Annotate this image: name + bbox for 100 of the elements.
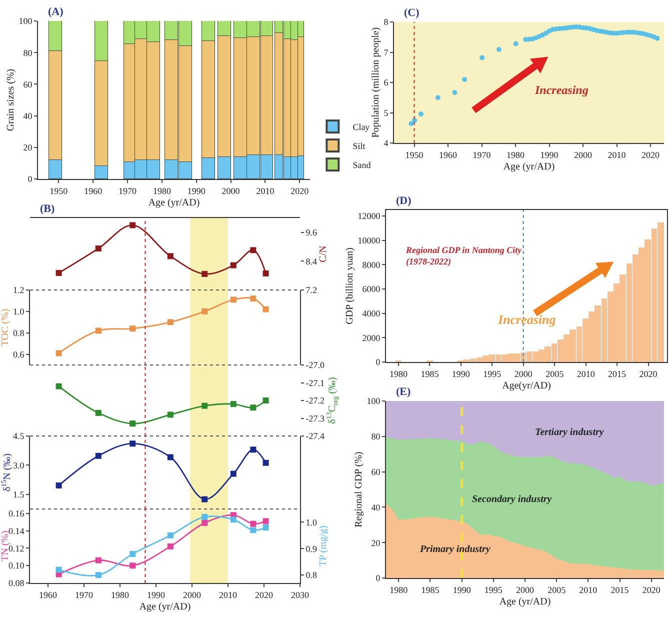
point xyxy=(262,518,269,524)
y-tick-label: 100 xyxy=(18,16,33,26)
y2-tick-label: 1.0 xyxy=(306,517,318,528)
point xyxy=(230,262,236,268)
y-tick-label: 2000 xyxy=(362,332,381,343)
point xyxy=(250,527,256,534)
x-tick-label: 2000 xyxy=(222,186,240,196)
x-tick-label: 1980 xyxy=(111,590,130,600)
y-axis-title: Population (million people) xyxy=(370,27,382,138)
y-tick-label: 0.8 xyxy=(12,328,25,338)
point xyxy=(95,410,102,416)
point xyxy=(167,543,174,550)
x-tick-label: 2005 xyxy=(546,368,564,379)
y-axis-title: GDP (billion yuan) xyxy=(344,248,356,324)
x-tick-label: 2010 xyxy=(219,590,238,600)
x-tick-label: 1970 xyxy=(118,186,138,196)
point xyxy=(95,328,102,334)
x-tick-label: 2020 xyxy=(642,584,661,595)
y-tick-label: 8 xyxy=(384,17,389,28)
x-tick-label: 1960 xyxy=(39,590,58,600)
annotation: Regional GDP in Nantong City (1978-2022) xyxy=(405,245,523,267)
y-tick-label: 0.16 xyxy=(8,508,25,518)
point xyxy=(262,460,269,466)
x-tick-label: 2010 xyxy=(579,584,598,595)
point xyxy=(262,524,269,530)
x-tick-label: 1970 xyxy=(75,590,94,600)
y2-tick-label: 0.8 xyxy=(306,570,318,580)
x-tick-label: 2020 xyxy=(642,150,660,160)
x-tick-label: 1960 xyxy=(439,150,458,160)
point xyxy=(418,111,424,116)
point xyxy=(202,402,208,409)
y-tick-label: 40 xyxy=(23,110,33,121)
point xyxy=(408,121,414,126)
annotation: Increasing xyxy=(497,312,556,327)
x-axis-title: Age (yr/AD) xyxy=(139,601,191,612)
x-tick-label: 1990 xyxy=(452,368,470,379)
y-tick-label: 60 xyxy=(23,79,33,90)
y-tick-label: 4.5 xyxy=(12,431,25,442)
x-tick-label: 2020 xyxy=(290,186,310,196)
point xyxy=(56,270,62,276)
point xyxy=(167,253,174,260)
point xyxy=(230,470,236,477)
point xyxy=(230,401,236,408)
y-tick-label: 0.14 xyxy=(8,526,25,536)
y-tick-label: 80 xyxy=(23,48,33,58)
point xyxy=(480,55,485,60)
y-tick-label: 1.5 xyxy=(12,490,25,500)
series-label: Tertiary industry xyxy=(535,427,604,438)
annotation: Increasing xyxy=(534,83,588,97)
x-tick-label: 2000 xyxy=(574,150,592,160)
point xyxy=(202,496,208,502)
x-tick-label: 2010 xyxy=(256,186,275,196)
y-tick-label: 0.08 xyxy=(8,578,25,588)
x-tick-label: 1980 xyxy=(390,584,408,595)
point xyxy=(250,404,256,411)
point xyxy=(262,398,269,404)
x-axis-title: Age (yr/AD) xyxy=(499,596,551,608)
point xyxy=(202,270,208,277)
series-label: Primary industry xyxy=(420,544,491,555)
y-tick-label: 0 xyxy=(376,573,381,584)
legend-label: Silt xyxy=(352,141,366,152)
y2-tick-label: 9.6 xyxy=(306,228,318,238)
x-tick-label: 2010 xyxy=(576,368,596,379)
x-tick-label: 2000 xyxy=(183,590,202,600)
x-tick-label: 2000 xyxy=(516,584,534,595)
y-tick-label: 20 xyxy=(23,142,33,153)
point xyxy=(496,47,502,52)
y-tick-label: 0.6 xyxy=(12,349,25,360)
y-axis-title: Regional GDP (%) xyxy=(354,452,365,528)
point xyxy=(130,222,136,228)
x-tick-label: 1950 xyxy=(405,150,424,160)
y-tick-label: 5 xyxy=(384,108,389,118)
y-tick-label: 4000 xyxy=(362,308,381,319)
x-tick-label: 2005 xyxy=(548,584,566,595)
y-tick-label: 0.12 xyxy=(8,543,24,554)
y-tick-label: 100 xyxy=(366,396,381,406)
point xyxy=(230,516,236,523)
point xyxy=(56,383,62,390)
x-tick-label: 1995 xyxy=(483,368,502,379)
point xyxy=(202,520,208,526)
y-tick-label: 4 xyxy=(384,138,389,148)
point xyxy=(262,270,269,276)
x-tick-label: 1980 xyxy=(506,150,525,160)
y-axis-title: TOC (%) xyxy=(0,308,11,346)
point xyxy=(167,532,174,538)
y2-axis-title: C/N xyxy=(318,246,330,262)
point xyxy=(95,557,102,564)
x-tick-label: 2000 xyxy=(514,368,533,379)
point xyxy=(654,36,660,41)
chart-title: (B) xyxy=(40,203,55,215)
x-tick-label: 2020 xyxy=(255,590,274,600)
x-tick-label: 2010 xyxy=(608,150,626,160)
y-tick-label: 40 xyxy=(371,502,381,512)
point xyxy=(130,326,136,332)
point xyxy=(230,296,236,303)
y-tick-label: 0.10 xyxy=(8,560,25,571)
legend-label: Clay xyxy=(352,122,370,132)
x-tick-label: 1970 xyxy=(472,150,492,160)
y-tick-label: 3.0 xyxy=(12,460,25,470)
y-tick-label: 1.0 xyxy=(12,306,25,317)
